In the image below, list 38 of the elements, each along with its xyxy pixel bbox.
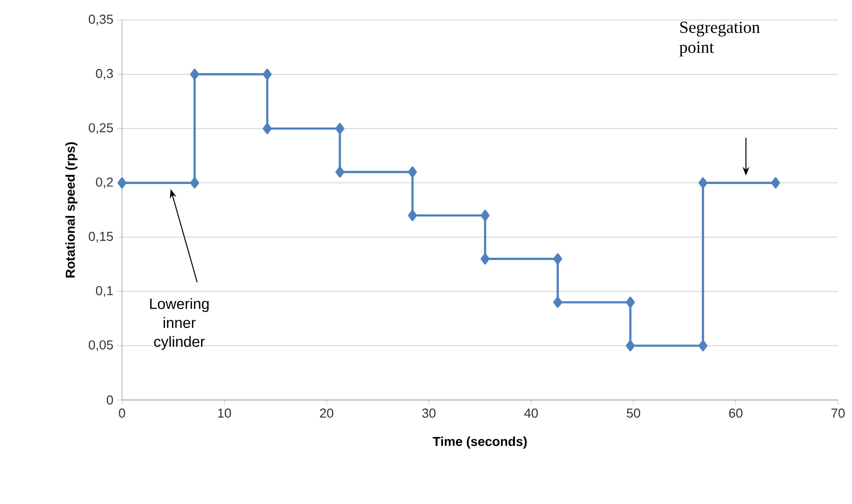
y-axis-title: Rotational speed (rps) — [65, 142, 78, 278]
y-tick-label: 0,35 — [88, 14, 113, 26]
y-tick-label: 0,1 — [96, 286, 113, 297]
point — [408, 166, 417, 178]
point — [480, 210, 490, 222]
x-tick-label: 50 — [626, 408, 640, 418]
x-tick-label: 0 — [118, 408, 126, 418]
point — [262, 122, 272, 134]
x-axis-title: Time (seconds) — [432, 436, 527, 449]
point — [335, 122, 344, 134]
point — [771, 177, 780, 188]
y-tick-label: 0,25 — [88, 123, 113, 134]
x-tick-label: 10 — [218, 408, 231, 418]
x-tick-label: 70 — [831, 408, 845, 418]
annotation: Lowering inner cylinder — [150, 298, 209, 350]
x-tick-label: 40 — [524, 408, 538, 418]
annotation: Segregation point — [679, 22, 760, 56]
point — [626, 296, 635, 308]
point — [553, 253, 562, 264]
y-tick-label: 0,05 — [88, 340, 113, 352]
y-tick-label: 0,2 — [96, 178, 113, 188]
y-tick-label: 0,15 — [88, 232, 113, 242]
point — [262, 68, 272, 80]
point — [626, 340, 635, 352]
point — [553, 296, 562, 308]
point — [335, 166, 344, 178]
point — [118, 177, 126, 188]
point — [190, 177, 200, 188]
x-tick-label: 30 — [422, 408, 436, 418]
point — [190, 68, 200, 80]
y-tick-label: 0,3 — [96, 68, 113, 80]
x-tick-label: 20 — [320, 408, 334, 418]
point — [698, 177, 708, 188]
point — [480, 253, 490, 264]
point — [408, 210, 417, 222]
y-tick-label: 0 — [106, 395, 113, 405]
x-tick-label: 60 — [729, 408, 742, 418]
point — [698, 340, 708, 352]
